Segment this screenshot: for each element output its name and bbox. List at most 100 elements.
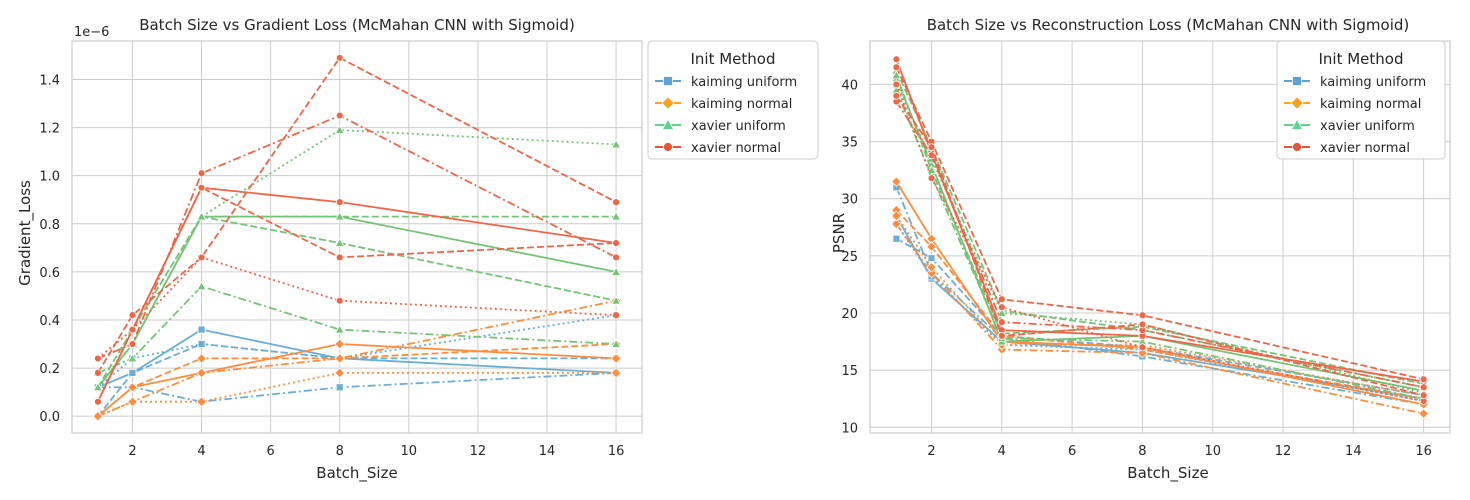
data-point xyxy=(335,383,344,392)
legend-marker xyxy=(663,142,673,152)
data-point xyxy=(92,382,103,392)
data-point xyxy=(197,340,206,348)
data-point xyxy=(334,124,345,134)
data-point xyxy=(196,211,207,221)
x-ticks: 2 4 6 8 10 12 14 16 xyxy=(128,444,624,459)
y-tick-label: 0.4 xyxy=(39,314,60,329)
x-tick-label: 6 xyxy=(1068,444,1076,459)
legend-label: kaiming uniform xyxy=(1320,75,1426,90)
data-point xyxy=(196,396,207,408)
x-tick-label: 12 xyxy=(470,444,487,459)
data-point xyxy=(610,353,622,364)
data-point xyxy=(1419,375,1428,384)
legend: Init Method kaiming uniform kaiming norma… xyxy=(647,40,819,160)
data-point xyxy=(127,353,138,363)
series-line xyxy=(97,114,617,360)
y-tick-label: 30 xyxy=(841,193,858,208)
data-point xyxy=(611,295,622,305)
data-point xyxy=(334,237,345,247)
x-tick-label: 14 xyxy=(539,444,556,459)
legend-label: kaiming normal xyxy=(691,97,792,112)
y-tick-label: 35 xyxy=(841,136,858,151)
data-point xyxy=(1419,383,1428,392)
data-point xyxy=(926,241,937,253)
data-point xyxy=(997,318,1006,327)
plot-frame xyxy=(71,40,643,434)
data-point xyxy=(334,211,345,221)
series-line xyxy=(97,256,617,360)
x-tick-label: 2 xyxy=(927,444,935,459)
x-tick-label: 10 xyxy=(401,444,418,459)
x-tick-label: 4 xyxy=(998,444,1006,459)
y-tick-label: 0.6 xyxy=(39,266,60,281)
data-point xyxy=(128,340,137,348)
legend-label: kaiming uniform xyxy=(691,75,797,90)
data-point xyxy=(1138,343,1147,352)
data-point xyxy=(334,353,346,364)
y-tick-label: 15 xyxy=(841,364,858,379)
chart-reconstruction-loss: Batch Size vs Reconstruction Loss (McMah… xyxy=(830,16,1451,483)
legend-entries: kaiming uniform kaiming normal xavier unif… xyxy=(1284,75,1426,156)
legend-label: xavier normal xyxy=(1320,141,1410,156)
x-tick-label: 16 xyxy=(608,444,625,459)
data-point xyxy=(612,239,620,247)
series-lines xyxy=(92,53,622,422)
data-point xyxy=(891,70,902,80)
data-point xyxy=(611,211,622,221)
data-point xyxy=(335,253,344,262)
x-tick-label: 14 xyxy=(1345,444,1362,459)
data-point xyxy=(334,324,345,334)
data-point xyxy=(891,210,902,222)
y-tick-label: 0.0 xyxy=(39,410,60,425)
axes-spines xyxy=(71,40,643,434)
data-point xyxy=(997,303,1006,312)
series-line xyxy=(895,84,1424,402)
data-point xyxy=(94,368,102,377)
data-point xyxy=(926,164,937,175)
legend-entries: kaiming uniform kaiming normal xavier unif… xyxy=(655,75,797,156)
data-point xyxy=(335,53,344,62)
series-lines xyxy=(891,55,1429,419)
y-tick-label: 25 xyxy=(841,250,858,265)
data-point xyxy=(927,174,936,183)
data-point xyxy=(892,55,901,64)
data-point xyxy=(128,325,137,334)
legend-marker xyxy=(1292,76,1302,86)
data-point xyxy=(128,311,137,320)
x-tick-label: 16 xyxy=(1415,444,1432,459)
y-tick-label: 0.2 xyxy=(39,362,60,377)
data-point xyxy=(892,234,901,243)
data-point xyxy=(197,183,206,192)
data-point xyxy=(891,176,902,187)
legend-marker xyxy=(663,76,673,86)
data-point xyxy=(1418,408,1429,419)
data-point xyxy=(196,353,207,364)
x-tick-label: 4 xyxy=(197,444,205,459)
data-point xyxy=(196,367,207,379)
data-point xyxy=(926,261,937,273)
axes-spines xyxy=(869,40,1451,434)
x-tick-label: 8 xyxy=(1138,444,1146,459)
data-point xyxy=(335,111,344,120)
data-point xyxy=(612,253,620,262)
legend-marker xyxy=(1292,142,1302,152)
data-point xyxy=(1138,311,1147,320)
legend-box xyxy=(1276,40,1446,160)
y-tick-label: 10 xyxy=(841,421,858,436)
data-point xyxy=(94,354,102,363)
legend-label: xavier uniform xyxy=(1320,119,1415,134)
y-tick-label: 0.8 xyxy=(39,218,60,233)
data-point xyxy=(927,254,936,263)
data-point xyxy=(892,91,901,100)
data-point xyxy=(892,63,901,72)
data-point xyxy=(197,325,206,334)
data-point xyxy=(94,397,102,406)
series-line xyxy=(97,372,617,403)
chart-title: Batch Size vs Gradient Loss (McMahan CNN… xyxy=(139,16,575,34)
data-point xyxy=(612,198,620,207)
x-tick-label: 10 xyxy=(1204,444,1221,459)
y-ticks: 0.0 0.2 0.4 0.6 0.8 1.0 1.2 1.4 xyxy=(39,73,60,425)
legend-marker xyxy=(661,118,675,130)
data-point xyxy=(891,218,902,230)
